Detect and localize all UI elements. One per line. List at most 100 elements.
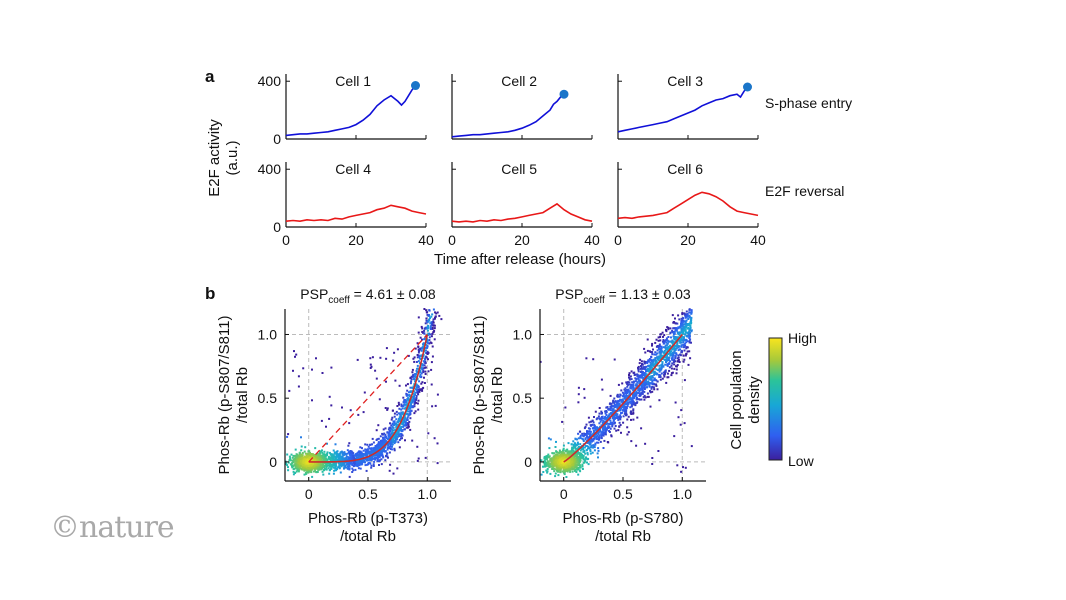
data-point [651, 463, 653, 465]
data-point [322, 372, 324, 374]
data-point [663, 351, 665, 353]
y-tick-label: 0 [273, 131, 281, 147]
data-point [430, 316, 432, 318]
data-point [690, 319, 692, 321]
data-point [605, 430, 607, 432]
data-point [664, 373, 666, 375]
data-point [325, 426, 327, 428]
data-point [553, 468, 555, 470]
data-point [640, 427, 642, 429]
data-point [628, 374, 630, 376]
data-point [349, 454, 351, 456]
data-point [685, 323, 687, 325]
data-point [329, 396, 331, 398]
data-point [625, 394, 627, 396]
data-point [398, 408, 400, 410]
data-point [684, 350, 686, 352]
y-axis-label-line1: E2F activity [206, 119, 223, 197]
data-point [406, 395, 408, 397]
series-line-cell-6 [618, 192, 758, 218]
data-point [676, 372, 678, 374]
cell-label: Cell 1 [335, 73, 371, 89]
series-line-cell-5 [452, 204, 592, 222]
data-point [560, 470, 562, 472]
data-point [605, 433, 607, 435]
data-point [370, 367, 372, 369]
data-point [673, 335, 675, 337]
data-point [618, 384, 620, 386]
data-point [683, 361, 685, 363]
data-point [563, 448, 565, 450]
data-point [603, 440, 605, 442]
data-point [673, 322, 675, 324]
data-point [376, 378, 378, 380]
data-point [403, 404, 405, 406]
data-point [385, 381, 387, 383]
data-point [626, 403, 628, 405]
data-point [673, 368, 675, 370]
data-point [348, 462, 350, 464]
data-point [350, 409, 352, 411]
data-point [594, 449, 596, 451]
data-point [410, 382, 412, 384]
data-point [368, 446, 370, 448]
data-point [561, 421, 563, 423]
data-point [410, 380, 412, 382]
data-point [318, 457, 320, 459]
data-point [399, 385, 401, 387]
data-point [384, 459, 386, 461]
data-point [689, 339, 691, 341]
data-point [388, 432, 390, 434]
data-point [440, 318, 442, 320]
x-axis-label-line1: Phos-Rb (p-T373) [308, 510, 428, 527]
data-point [355, 465, 357, 467]
data-point [687, 346, 689, 348]
data-point [396, 467, 398, 469]
data-point [555, 441, 557, 443]
data-point [328, 418, 330, 420]
data-point [419, 374, 421, 376]
data-point [688, 315, 690, 317]
data-point [386, 347, 388, 349]
data-point [427, 353, 429, 355]
data-point [605, 410, 607, 412]
data-point [401, 434, 403, 436]
data-point [391, 428, 393, 430]
data-point [370, 458, 372, 460]
x-tick-label: 0 [448, 232, 456, 248]
data-point [434, 325, 436, 327]
data-point [564, 473, 566, 475]
data-point [410, 390, 412, 392]
data-point [380, 442, 382, 444]
data-point [391, 431, 393, 433]
data-point [302, 452, 304, 454]
data-point [683, 345, 685, 347]
data-point [644, 388, 646, 390]
data-point [413, 378, 415, 380]
data-point [681, 312, 683, 314]
data-point [311, 369, 313, 371]
data-point [385, 427, 387, 429]
data-point [654, 379, 656, 381]
data-point [659, 351, 661, 353]
cell-plot-3: Cell 3 [618, 73, 758, 139]
data-point [647, 339, 649, 341]
data-point [431, 405, 433, 407]
data-point [650, 351, 652, 353]
data-point [691, 445, 693, 447]
data-point [583, 462, 585, 464]
data-point [593, 416, 595, 418]
data-point [343, 467, 345, 469]
series-line-cell-3 [618, 87, 748, 132]
data-point [307, 455, 309, 457]
data-point [659, 336, 661, 338]
data-point [579, 431, 581, 433]
data-point [425, 367, 427, 369]
data-point [547, 468, 549, 470]
data-point [416, 395, 418, 397]
data-point [673, 363, 675, 365]
data-point [690, 330, 692, 332]
data-point [584, 434, 586, 436]
data-point [643, 399, 645, 401]
